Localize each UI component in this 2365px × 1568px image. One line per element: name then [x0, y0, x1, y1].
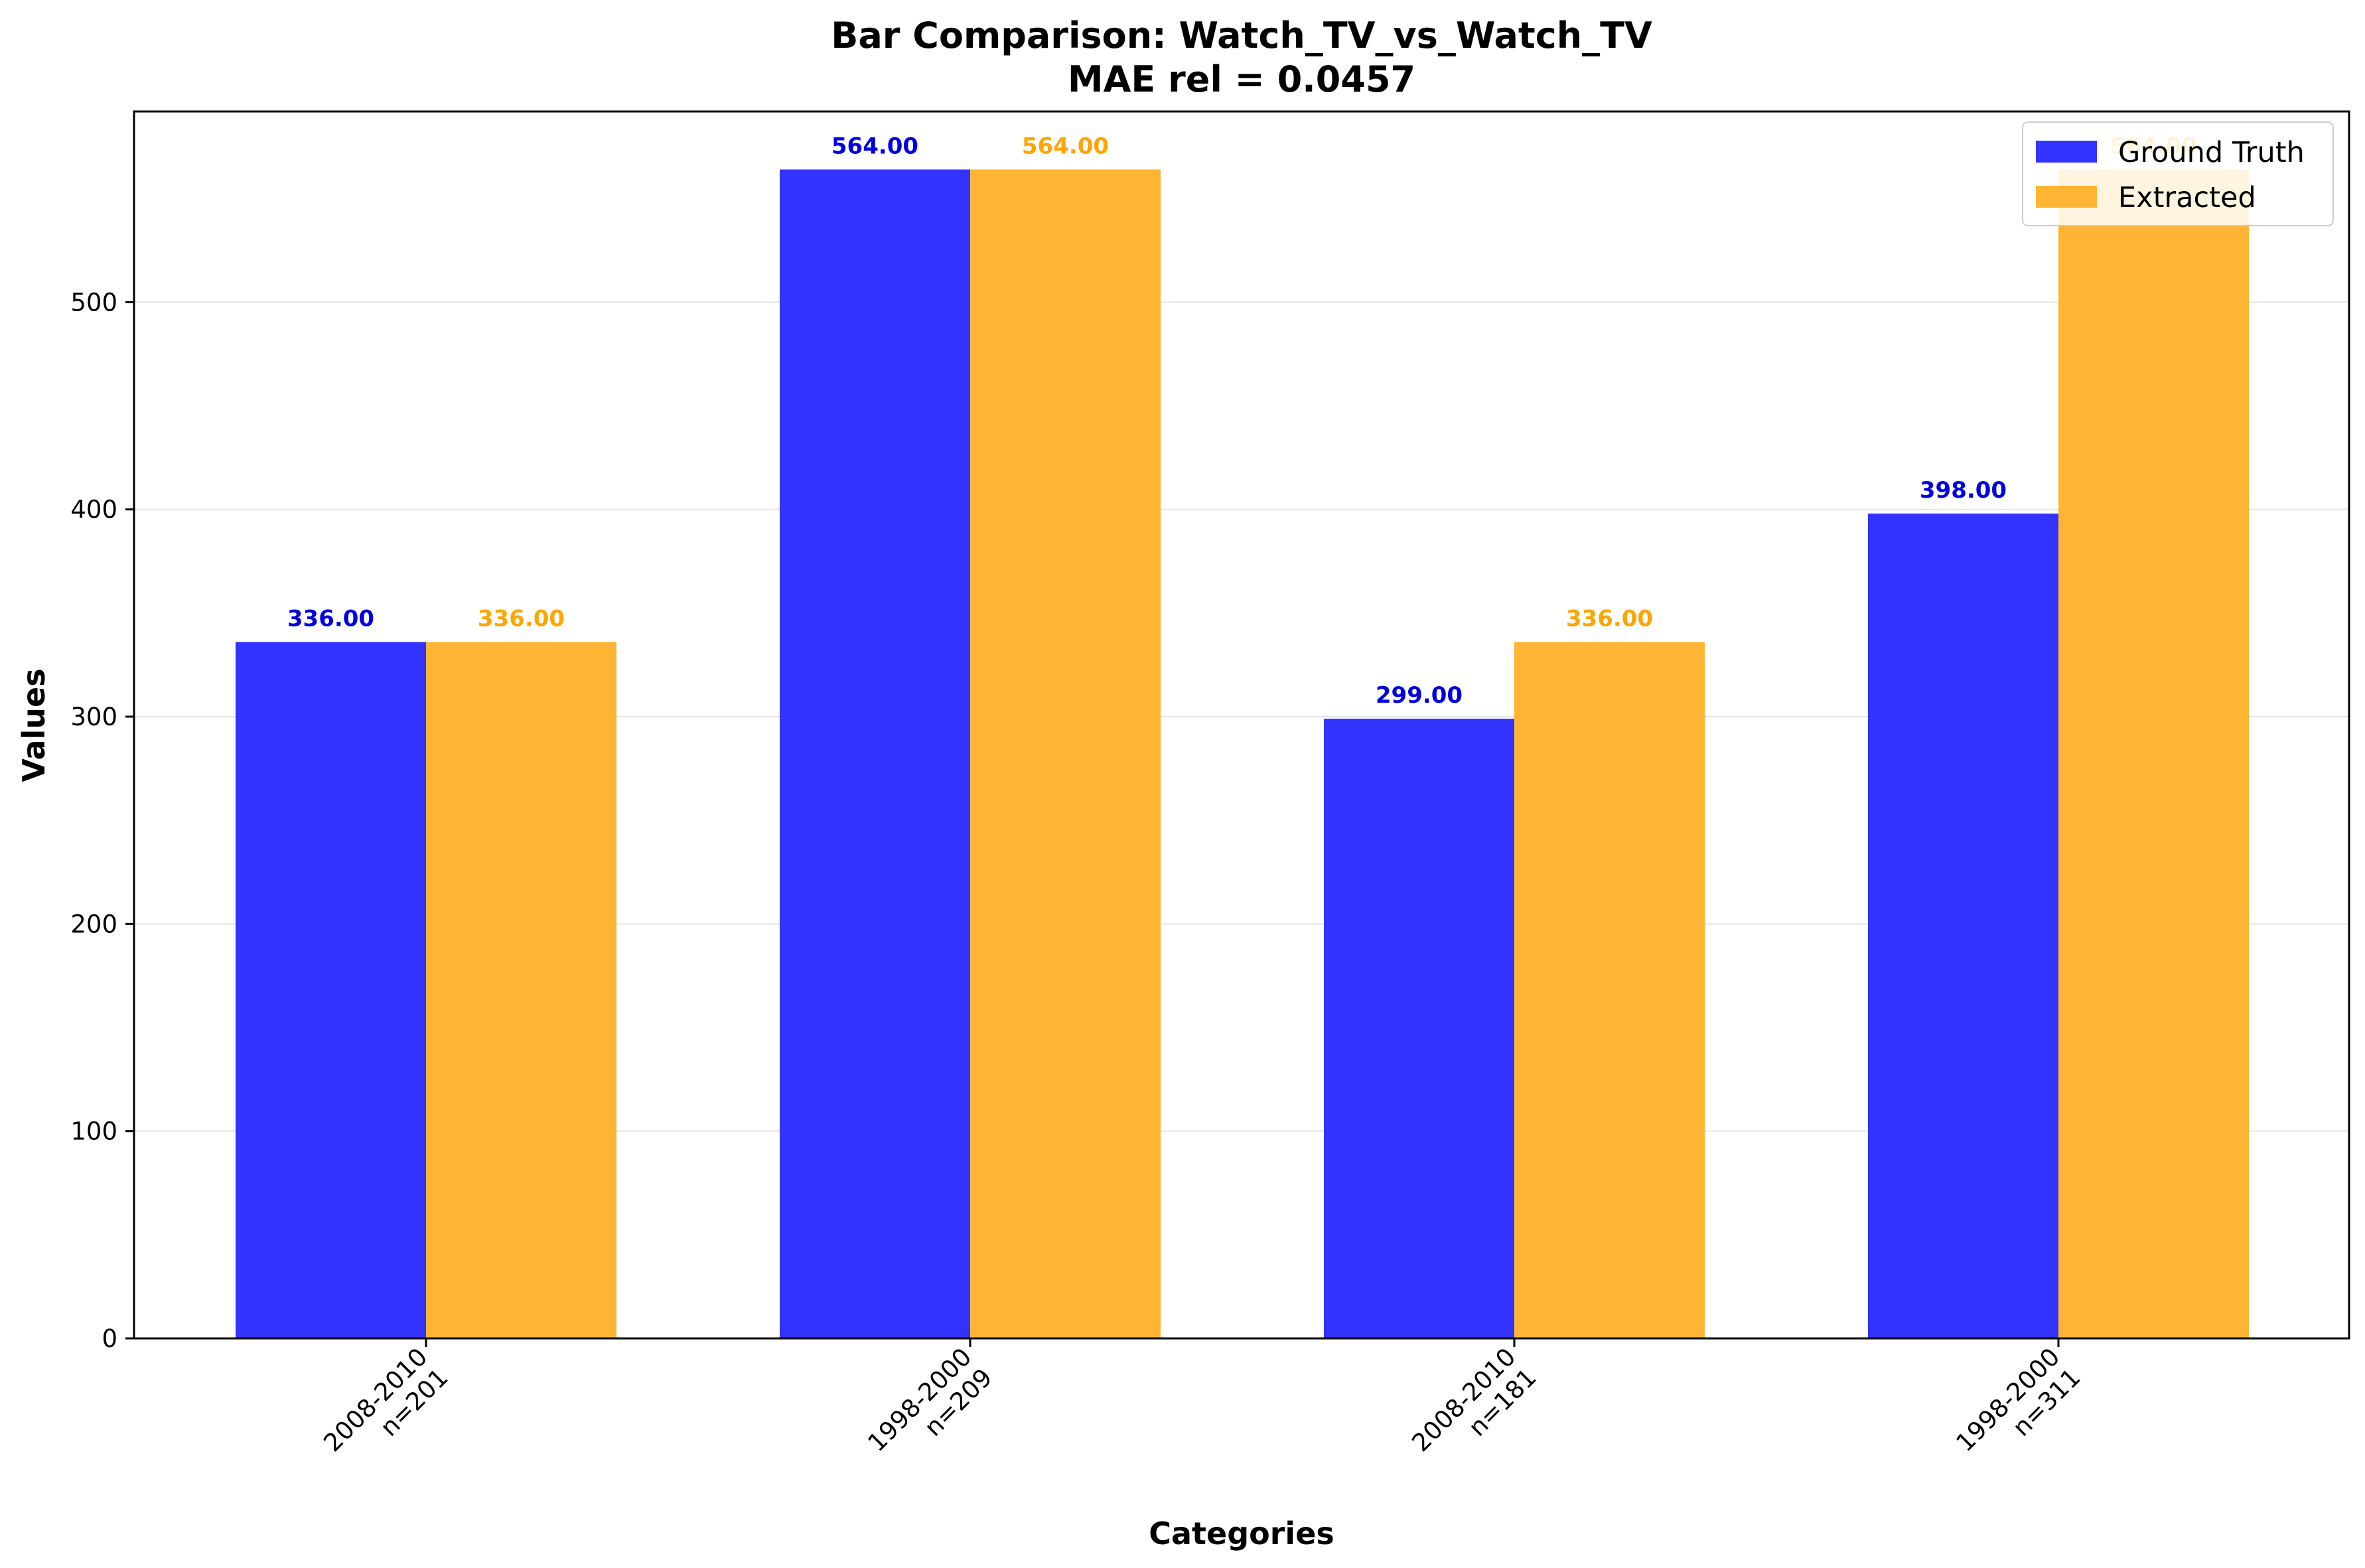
- legend-swatch: [2036, 141, 2097, 163]
- data-label: 336.00: [287, 606, 374, 632]
- y-axis: 0 100 200 300 400 500: [70, 288, 134, 1353]
- bar-ground-truth: [236, 642, 426, 1338]
- legend-label: Extracted: [2118, 181, 2256, 214]
- legend-box: [2022, 121, 2334, 226]
- chart-subtitle: MAE rel = 0.0457: [1068, 58, 1415, 100]
- bar-ground-truth: [1868, 513, 2058, 1338]
- data-label: 299.00: [1376, 682, 1463, 709]
- chart-title: Bar Comparison: Watch_TV_vs_Watch_TV: [831, 15, 1652, 56]
- data-label: 564.00: [831, 133, 918, 159]
- data-label: 564.00: [1022, 133, 1109, 159]
- y-tick-label: 200: [70, 910, 117, 938]
- bars: [236, 169, 2249, 1339]
- data-label: 336.00: [1566, 606, 1653, 632]
- bar-extracted: [426, 642, 616, 1338]
- legend-swatch: [2036, 186, 2097, 208]
- legend-label: Ground Truth: [2118, 136, 2305, 169]
- bar-ground-truth: [780, 169, 970, 1339]
- y-tick-label: 400: [70, 496, 117, 524]
- data-label: 398.00: [1920, 477, 2007, 504]
- y-tick-label: 300: [70, 703, 117, 731]
- legend: Ground Truth Extracted: [2022, 121, 2334, 226]
- y-tick-label: 500: [70, 288, 117, 317]
- plot-frame: [133, 110, 2350, 1340]
- bar-extracted: [2058, 169, 2249, 1339]
- y-tick-label: 0: [102, 1324, 117, 1353]
- bar-extracted: [970, 169, 1161, 1339]
- y-axis-label: Values: [16, 668, 52, 782]
- data-label: 336.00: [478, 606, 565, 632]
- bar-extracted: [1514, 642, 1705, 1338]
- x-axis-label: Categories: [1149, 1516, 1334, 1551]
- bar-ground-truth: [1324, 719, 1514, 1338]
- y-tick-label: 100: [70, 1117, 117, 1146]
